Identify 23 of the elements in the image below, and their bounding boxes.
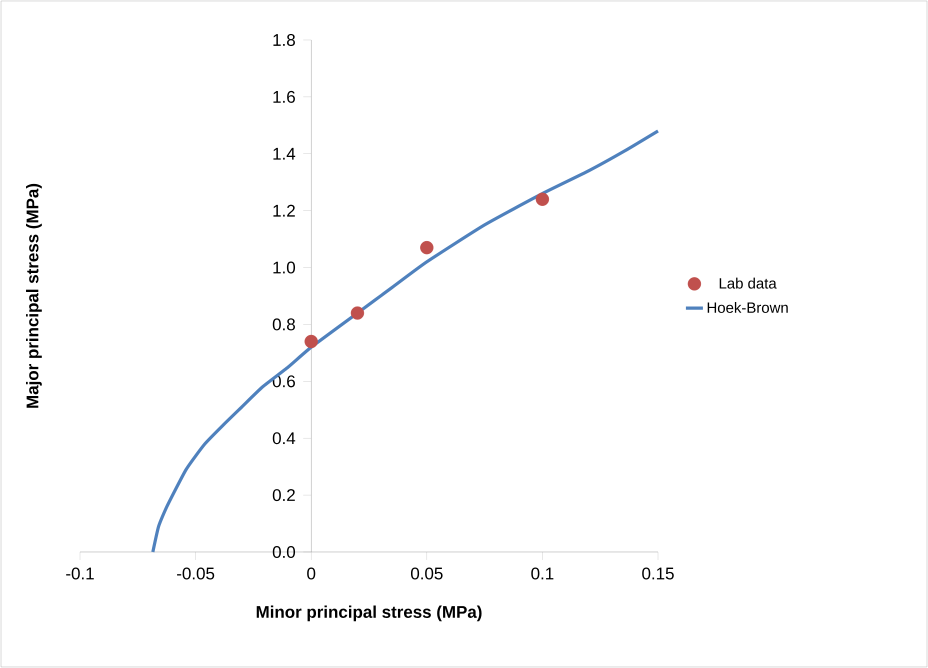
y-tick-label: 1.2	[273, 204, 295, 217]
point	[304, 334, 318, 348]
x-tick-label: 0.1	[531, 568, 554, 580]
y-tick-label: 0.2	[272, 489, 295, 502]
x-tick-label: -0.05	[177, 568, 214, 580]
x-tick-label: 0.15	[642, 568, 674, 580]
point	[350, 306, 364, 320]
x-tick-label: -0.1	[66, 568, 94, 580]
y-tick-label: 0.4	[272, 432, 296, 444]
y-tick-label: 0.8	[272, 318, 295, 330]
y-tick-label: 0.0	[272, 546, 296, 558]
y-axis-title: Major principal stress (MPa)	[26, 184, 42, 408]
x-tick-label: 0.05	[410, 568, 443, 580]
legend-label: Lab data	[720, 278, 777, 289]
point	[420, 240, 434, 254]
y-tick-label: 1.4	[273, 148, 296, 160]
point	[536, 192, 550, 206]
legend-label: Hoek-Brown	[708, 302, 788, 313]
y-tick-label: 1.0	[273, 262, 296, 274]
y-tick-label: 1.6	[273, 90, 295, 103]
x-axis-title: Minor principal stress (MPa)	[256, 606, 482, 622]
y-tick-label: 1.8	[273, 34, 295, 46]
x-tick-label: 0	[307, 568, 316, 580]
